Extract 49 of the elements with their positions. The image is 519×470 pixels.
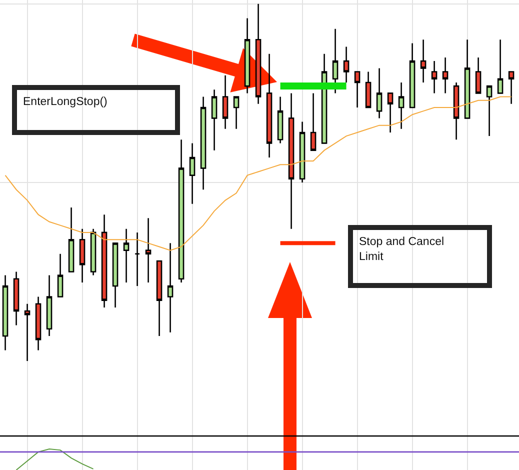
annotation: Stop and Cancel Limit <box>359 236 444 263</box>
candlestick <box>431 60 438 94</box>
candlestick <box>211 88 218 151</box>
candlestick <box>332 28 338 94</box>
candlestick <box>123 228 130 284</box>
candlestick <box>255 3 262 105</box>
candlestick <box>46 274 52 337</box>
candlestick <box>233 96 240 130</box>
candlestick <box>134 232 140 287</box>
candlestick <box>398 82 404 130</box>
candlestick <box>244 18 250 94</box>
candlestick <box>167 242 174 334</box>
candlestick <box>200 96 206 190</box>
candlestick <box>2 274 8 351</box>
candlestick <box>156 260 162 337</box>
candlestick <box>288 92 294 230</box>
candlestick <box>497 38 504 94</box>
candlestick <box>112 242 118 308</box>
candlestick <box>365 71 372 108</box>
candlestick <box>90 228 96 276</box>
candlestick <box>79 228 86 284</box>
candlestick <box>387 92 394 134</box>
candlestick <box>13 271 20 326</box>
candlestick <box>343 46 350 84</box>
candlestick <box>508 71 514 105</box>
candlestick <box>376 68 382 119</box>
candlestick <box>321 53 328 144</box>
candlestick <box>310 92 316 151</box>
candlestick <box>409 42 416 108</box>
candlestick <box>178 138 184 284</box>
candlestick <box>354 71 360 108</box>
candlestick <box>189 142 196 205</box>
candlestick <box>35 296 42 351</box>
candlestick <box>420 38 426 84</box>
annotation: EnterLongStop() <box>23 96 108 108</box>
candlestick <box>277 96 284 144</box>
candlestick <box>24 303 30 361</box>
candlestick <box>486 85 492 137</box>
candlestick <box>299 121 306 184</box>
candlestick <box>222 74 228 130</box>
candlestick <box>453 82 460 140</box>
candlestick <box>464 38 470 119</box>
candlestick <box>145 218 152 284</box>
candlestick <box>68 206 74 272</box>
candlestick <box>266 53 272 158</box>
candlestick <box>442 56 448 94</box>
candlestick <box>101 214 108 308</box>
candlestick <box>475 56 482 94</box>
candlestick <box>57 253 64 298</box>
